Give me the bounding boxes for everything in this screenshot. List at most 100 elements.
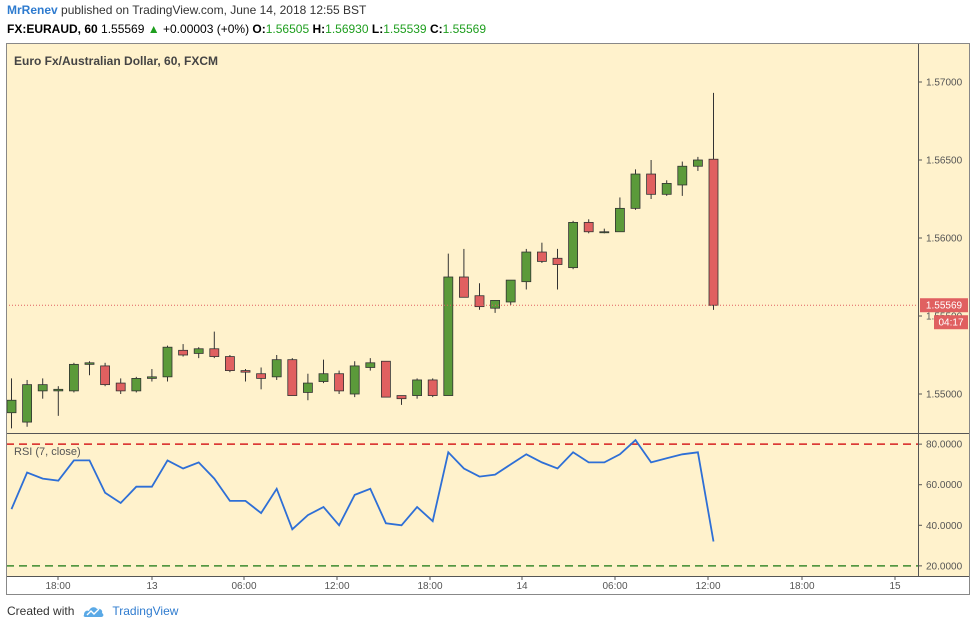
last-price-label: 1.55569 (926, 301, 963, 312)
candle (474, 283, 485, 310)
candle-body (693, 159, 703, 167)
time-tick-label: 12:00 (695, 581, 720, 592)
candle-body (505, 279, 516, 303)
tradingview-logo-icon (82, 604, 106, 618)
candle (318, 359, 329, 384)
rsi-tick-label: 40.0000 (926, 521, 963, 532)
candle-body (334, 373, 345, 392)
candle-body (599, 231, 610, 234)
candle (146, 369, 157, 382)
candle (287, 358, 298, 396)
candle (490, 299, 501, 313)
candle-body (521, 251, 532, 283)
low-label: L: (371, 22, 384, 36)
candle-body (131, 377, 142, 392)
candle-body (677, 165, 688, 186)
candle (100, 362, 110, 387)
candle-body (365, 362, 376, 368)
low-value: 1.55539 (383, 22, 427, 36)
candle-body (458, 276, 469, 298)
candle (537, 242, 547, 263)
open-label: O: (252, 22, 266, 36)
candle-body (630, 173, 641, 209)
up-arrow-icon: ▲ (147, 22, 160, 36)
axes: 1.570001.565001.560001.555001.5500080.00… (45, 78, 962, 593)
created-with-text: Created with (7, 604, 75, 618)
candle (615, 197, 625, 233)
candle (209, 331, 220, 359)
time-tick-label: 06:00 (602, 581, 627, 592)
time-tick-label: 18:00 (789, 581, 814, 592)
time-tick-label: 06:00 (231, 581, 256, 592)
candle-body (318, 373, 329, 382)
candle-body (100, 365, 110, 386)
candle-body (22, 384, 33, 423)
time-tick-label: 14 (516, 581, 528, 592)
rsi-tick-label: 80.0000 (926, 440, 963, 451)
candle (69, 362, 79, 393)
rsi-indicator (6, 438, 918, 567)
candle-body (209, 348, 220, 357)
candle-body (162, 346, 173, 378)
candle-body (412, 379, 423, 396)
candle (708, 92, 719, 310)
close-label: C: (429, 22, 443, 36)
candle (521, 248, 532, 290)
candle-body (146, 376, 157, 379)
time-tick-label: 13 (146, 581, 158, 592)
last-price: 1.55569 (101, 22, 145, 36)
candle (240, 369, 251, 382)
candle-body (302, 382, 313, 393)
tradingview-link[interactable]: TradingView (112, 604, 179, 618)
candle-body (349, 365, 360, 395)
high-label: H: (312, 22, 326, 36)
candle (115, 378, 126, 394)
candle (178, 344, 189, 357)
candle-body (224, 356, 235, 371)
candle-body (396, 395, 407, 400)
candle (646, 160, 656, 199)
time-tick-label: 15 (889, 581, 901, 592)
candle-body (193, 348, 204, 354)
candle-body (583, 221, 594, 233)
price-tick-label: 1.55000 (926, 390, 963, 401)
candle-body (6, 399, 17, 414)
candle-body (474, 295, 485, 308)
candle-body (256, 373, 267, 379)
candle (22, 379, 33, 427)
candle-body (178, 349, 189, 356)
candle (599, 228, 610, 234)
candle-body (287, 359, 298, 396)
last-price-tag: 1.55569 04:17 (920, 298, 968, 330)
candle (84, 361, 95, 376)
candle (334, 370, 345, 394)
candle (302, 373, 313, 401)
author-link[interactable]: MrRenev (7, 3, 58, 17)
candle-body (708, 158, 719, 306)
symbol-label: FX:EURAUD, 60 (7, 22, 98, 36)
price-pane-bg (6, 43, 918, 433)
time-tick-label: 18:00 (417, 581, 442, 592)
candle-body (646, 173, 656, 195)
candle-body (490, 299, 501, 309)
footer: Created with TradingView (7, 604, 178, 618)
candle-body (552, 257, 563, 265)
candle (693, 156, 703, 171)
candle-body (443, 276, 454, 396)
close-value: 1.55569 (442, 22, 487, 36)
candle (37, 378, 48, 399)
candle (412, 378, 423, 399)
candle (131, 376, 142, 393)
candle (677, 161, 688, 196)
price-tick-label: 1.56500 (926, 156, 963, 167)
rsi-title: RSI (7, close) (14, 446, 81, 458)
candle (365, 358, 376, 371)
chart-border (6, 43, 970, 595)
candle (380, 360, 391, 398)
rsi-tick-label: 60.0000 (926, 480, 963, 491)
time-tick-label: 18:00 (45, 581, 70, 592)
candle-body (271, 359, 282, 378)
rsi-line (10, 438, 715, 542)
price-tick-label: 1.56000 (926, 234, 963, 245)
